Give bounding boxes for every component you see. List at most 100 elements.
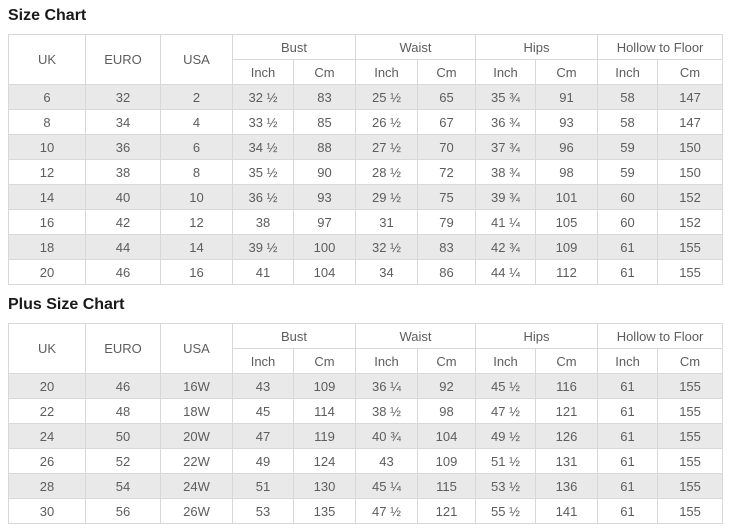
column-group-bust: Bust [231,34,357,60]
table-cell: 104 [292,259,357,285]
table-row: 10 36 6 34 ½ 88 27 ½ 70 37 ¾ 96 59 150 [8,134,724,160]
table-cell: 28 ½ [355,159,419,185]
table-cell: 59 [597,134,659,160]
table-cell: 45 ¼ [355,473,419,499]
table-cell: 41 ¼ [475,209,537,235]
table-cell: 37 ¾ [475,134,537,160]
table-cell: 8 [160,159,233,185]
table-cell: 101 [535,184,599,210]
table-cell: 29 ½ [355,184,419,210]
table-cell: 40 ¾ [355,423,419,449]
table-cell: 109 [292,373,357,399]
table-cell: 32 [85,84,161,110]
table-cell: 10 [8,134,86,160]
table-cell: 16W [160,373,233,399]
table-cell: 92 [417,373,477,399]
table-cell: 14 [8,184,86,210]
table-cell: 28 [8,473,86,499]
table-cell: 18 [8,234,86,260]
table-cell: 58 [597,109,659,135]
table-cell: 61 [597,373,659,399]
table-cell: 109 [417,448,477,474]
table-cell: 31 [355,209,419,235]
table-row: 8 34 4 33 ½ 85 26 ½ 67 36 ¾ 93 58 147 [8,109,724,135]
table-cell: 34 ½ [232,134,294,160]
column-subheader-waist-cm: Cm [417,348,477,374]
column-header-euro: EURO [85,34,161,85]
column-group-hollow-to-floor: Hollow to Floor [597,323,724,349]
size-chart-table-header: UK EURO USA Bust Waist Hips Hollow to Fl… [8,34,724,85]
table-cell: 34 [85,109,161,135]
size-chart-table: UK EURO USA Bust Waist Hips Hollow to Fl… [8,34,724,285]
table-row: 14 40 10 36 ½ 93 29 ½ 75 39 ¾ 101 60 152 [8,184,724,210]
table-cell: 67 [417,109,477,135]
table-cell: 136 [535,473,599,499]
table-cell: 45 [232,398,294,424]
column-group-hips: Hips [475,323,599,349]
table-cell: 141 [535,498,599,524]
table-cell: 38 [232,209,294,235]
table-cell: 49 ½ [475,423,537,449]
table-cell: 75 [417,184,477,210]
table-cell: 88 [292,134,357,160]
table-cell: 155 [657,473,724,499]
table-cell: 2 [160,84,233,110]
table-cell: 35 ½ [232,159,294,185]
table-row: 24 50 20W 47 119 40 ¾ 104 49 ½ 126 61 155 [8,423,724,449]
table-row: 12 38 8 35 ½ 90 28 ½ 72 38 ¾ 98 59 150 [8,159,724,185]
table-cell: 55 ½ [475,498,537,524]
table-cell: 93 [292,184,357,210]
table-cell: 4 [160,109,233,135]
table-cell: 36 ¼ [355,373,419,399]
table-cell: 116 [535,373,599,399]
column-subheader-bust-inch: Inch [232,59,294,85]
column-header-usa: USA [160,323,233,374]
table-cell: 60 [597,209,659,235]
table-cell: 97 [292,209,357,235]
table-row: 6 32 2 32 ½ 83 25 ½ 65 35 ¾ 91 58 147 [8,84,724,110]
table-cell: 115 [417,473,477,499]
table-cell: 72 [417,159,477,185]
column-subheader-hollow-cm: Cm [657,348,724,374]
table-cell: 51 [232,473,294,499]
column-subheader-waist-inch: Inch [355,348,419,374]
column-subheader-waist-inch: Inch [355,59,419,85]
table-cell: 70 [417,134,477,160]
plus-size-chart-table-header: UK EURO USA Bust Waist Hips Hollow to Fl… [8,323,724,374]
table-cell: 65 [417,84,477,110]
table-cell: 121 [417,498,477,524]
table-cell: 10 [160,184,233,210]
table-cell: 24 [8,423,86,449]
column-subheader-hips-inch: Inch [475,59,537,85]
table-cell: 98 [535,159,599,185]
table-cell: 150 [657,159,724,185]
table-cell: 58 [597,84,659,110]
table-cell: 16 [160,259,233,285]
table-cell: 44 [85,234,161,260]
table-cell: 41 [232,259,294,285]
table-cell: 83 [292,84,357,110]
table-cell: 35 ¾ [475,84,537,110]
table-cell: 14 [160,234,233,260]
table-row: 26 52 22W 49 124 43 109 51 ½ 131 61 155 [8,448,724,474]
table-cell: 147 [657,109,724,135]
table-cell: 51 ½ [475,448,537,474]
table-cell: 152 [657,209,724,235]
table-cell: 47 ½ [475,398,537,424]
table-cell: 36 ½ [232,184,294,210]
table-row: 18 44 14 39 ½ 100 32 ½ 83 42 ¾ 109 61 155 [8,234,724,260]
table-cell: 61 [597,259,659,285]
table-cell: 38 ½ [355,398,419,424]
table-row: 20 46 16W 43 109 36 ¼ 92 45 ½ 116 61 155 [8,373,724,399]
table-cell: 61 [597,448,659,474]
table-cell: 36 ¾ [475,109,537,135]
table-cell: 38 ¾ [475,159,537,185]
column-group-hips: Hips [475,34,599,60]
table-cell: 98 [417,398,477,424]
table-cell: 155 [657,423,724,449]
column-subheader-hips-cm: Cm [535,348,599,374]
table-cell: 121 [535,398,599,424]
table-cell: 50 [85,423,161,449]
table-cell: 93 [535,109,599,135]
table-cell: 48 [85,398,161,424]
